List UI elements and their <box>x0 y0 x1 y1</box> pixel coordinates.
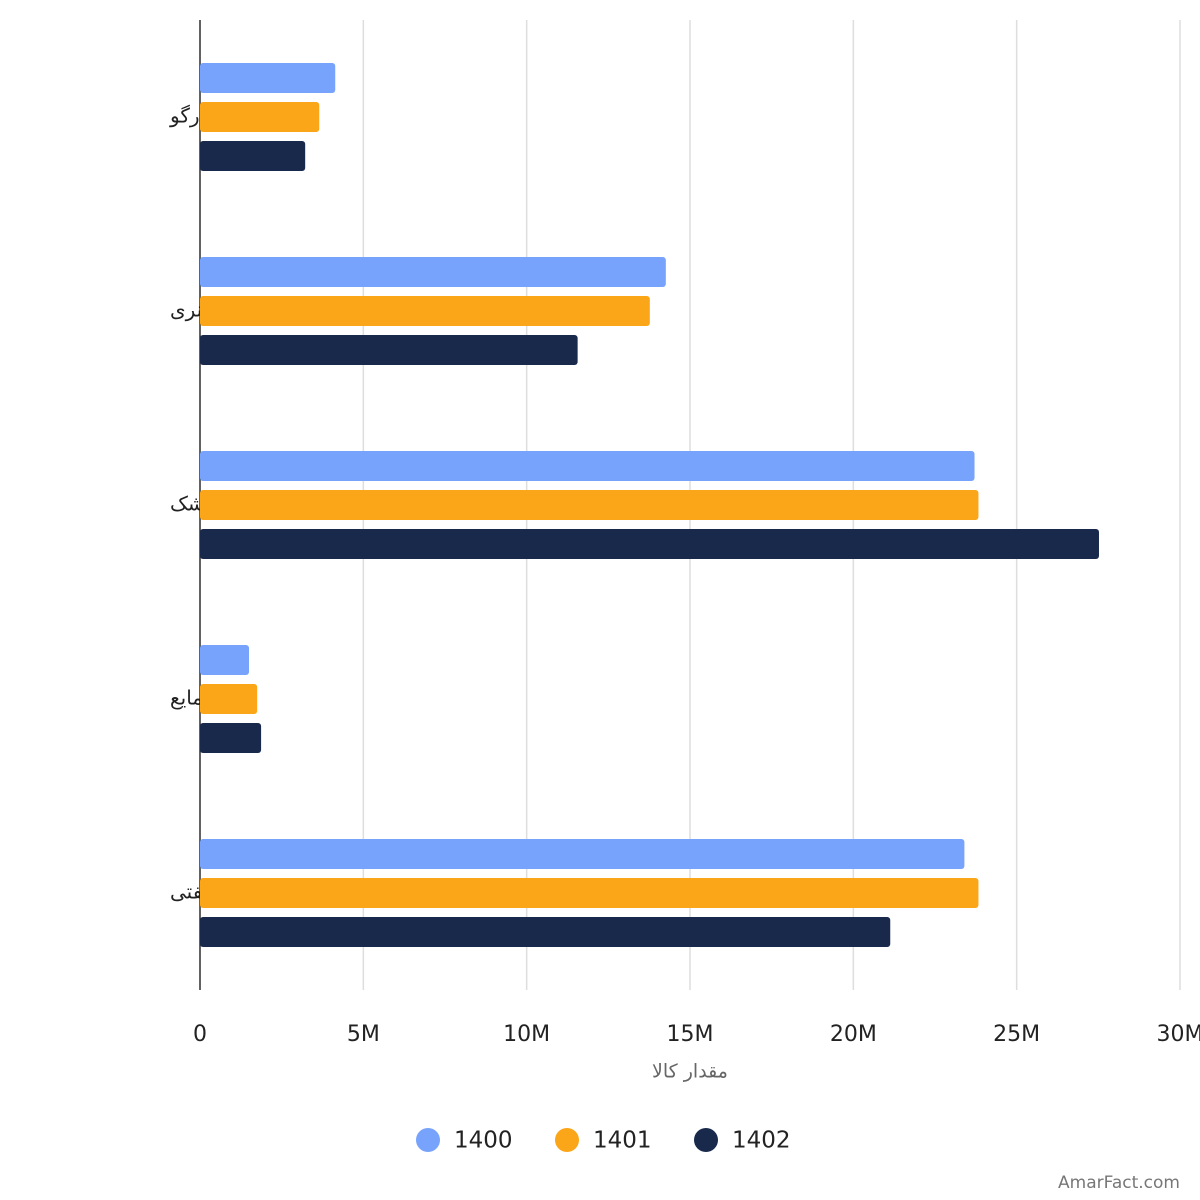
legend-label: 1400 <box>454 1128 513 1154</box>
legend-marker <box>694 1128 718 1152</box>
x-tick-label: 25M <box>993 1022 1040 1047</box>
x-tick-label: 15M <box>667 1022 714 1047</box>
bar <box>200 839 965 869</box>
bar <box>200 296 650 326</box>
x-tick-label: 5M <box>347 1022 380 1047</box>
legend-label: 1401 <box>593 1128 652 1154</box>
bar <box>200 723 262 753</box>
bar <box>200 335 578 365</box>
bar <box>200 645 249 675</box>
x-tick-label: 0 <box>193 1022 207 1047</box>
bar <box>200 63 336 93</box>
legend-marker <box>416 1128 440 1152</box>
watermark: AmarFact.com <box>1058 1173 1180 1193</box>
bar <box>200 102 320 132</box>
x-tick-label: 10M <box>503 1022 550 1047</box>
legend-marker <box>555 1128 579 1152</box>
x-tick-label: 30M <box>1157 1022 1200 1047</box>
bar <box>200 257 666 287</box>
bar <box>200 529 1099 559</box>
bar <box>200 141 306 171</box>
bar <box>200 490 979 520</box>
bar <box>200 917 891 947</box>
bar <box>200 878 979 908</box>
legend-label: 1402 <box>732 1128 791 1154</box>
bar <box>200 684 258 714</box>
bar <box>200 451 975 481</box>
x-tick-label: 20M <box>830 1022 877 1047</box>
x-axis-title: مقدار کالا <box>652 1061 728 1083</box>
